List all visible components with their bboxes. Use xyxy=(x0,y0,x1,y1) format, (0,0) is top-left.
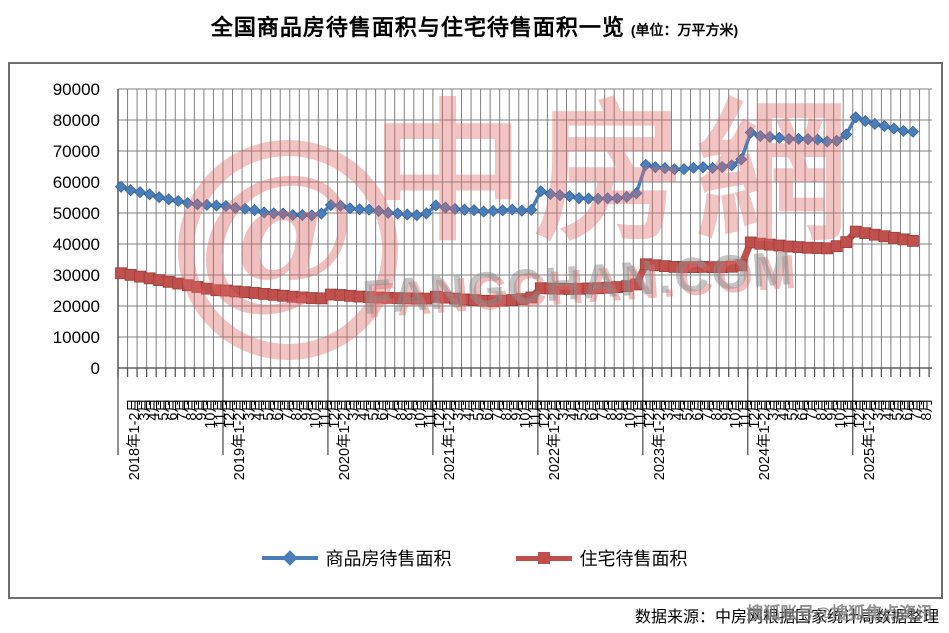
y-axis-label: 10000 xyxy=(52,328,100,347)
legend-label-residential: 住宅待售面积 xyxy=(579,549,688,569)
y-axis-label: 70000 xyxy=(52,142,100,161)
y-axis-label: 50000 xyxy=(52,204,100,223)
chart-frame xyxy=(8,62,943,599)
chart-title-unit: (单位：万平方米) xyxy=(630,22,739,38)
square-marker-icon xyxy=(537,552,550,564)
legend-line-red xyxy=(515,552,572,564)
diamond-marker-icon xyxy=(281,550,298,566)
y-axis-label: 90000 xyxy=(52,80,100,99)
y-axis-label: 20000 xyxy=(52,297,100,316)
y-axis-label: 80000 xyxy=(52,111,100,130)
legend-item-residential: 住宅待售面积 xyxy=(515,545,688,571)
y-axis-label: 0 xyxy=(90,359,100,378)
legend: 商品房待售面积 住宅待售面积 xyxy=(0,545,949,571)
y-axis-label: 60000 xyxy=(52,173,100,192)
legend-label-commercial: 商品房待售面积 xyxy=(325,549,452,569)
y-axis-label: 30000 xyxy=(52,266,100,285)
data-source-text: 数据来源：中房网根据国家统计局数据整理 xyxy=(634,609,939,626)
legend-item-commercial: 商品房待售面积 xyxy=(261,545,452,571)
legend-line-blue xyxy=(261,550,318,566)
x-axis-label: 8月 xyxy=(919,398,935,421)
chart-title-text: 全国商品房待售面积与住宅待售面积一览 xyxy=(210,15,625,40)
y-axis-label: 40000 xyxy=(52,235,100,254)
watermark-account-text: 搜狐账号@搜狐焦点资讯 xyxy=(746,604,933,623)
page-title: 全国商品房待售面积与住宅待售面积一览 (单位：万平方米) xyxy=(0,10,949,42)
